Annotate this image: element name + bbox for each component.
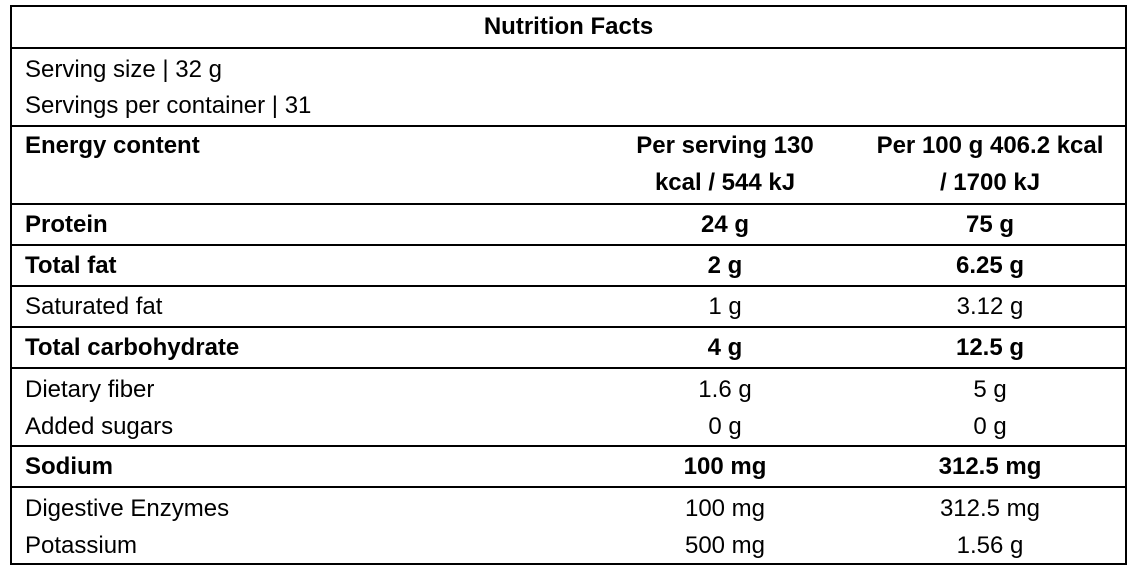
nutrient-label: Added sugars [25,412,174,440]
per-serving: 100 mg [683,452,767,480]
row-section: Total carbohydrate 4 g 12.5 g [12,326,1125,367]
per-serving: 1.6 g [698,375,752,403]
title-row: Nutrition Facts [12,7,1125,47]
row-section: Dietary fiber 1.6 g 5 g Added sugars 0 g 0 g [12,367,1125,445]
servings-per-container: Servings per container | 31 [25,92,312,119]
per-serving: 0 g [708,412,742,440]
per-serving: 100 mg [684,494,766,522]
row-section: Total fat 2 g 6.25 g [12,244,1125,285]
per-100g: 75 g [965,210,1015,238]
per-serving: 4 g [707,333,743,361]
nutrient-label: Dietary fiber [25,375,155,403]
table-title: Nutrition Facts [483,13,654,40]
per-100g: 1.56 g [956,531,1024,559]
per-100g: 312.5 mg [939,494,1041,522]
per-100g: 5 g [973,375,1007,403]
row-section: Digestive Enzymes 100 mg 312.5 mg Potassiu… [12,486,1125,563]
per-serving: 500 mg [684,531,766,559]
header-row: Energy content Per serving 130 kcal / 54… [12,125,1125,203]
nutrient-label: Total fat [25,251,117,279]
nutrient-label: Protein [25,210,108,238]
nutrient-label: Potassium [25,531,138,559]
nutrient-label: Saturated fat [25,292,163,320]
serving-section: Serving size | 32 g Servings per contain… [12,47,1125,125]
header-label: Energy content [25,132,200,159]
serving-size: Serving size | 32 g [25,56,223,83]
per-100g: 0 g [973,412,1007,440]
nutrient-label: Digestive Enzymes [25,494,230,522]
per-100g: 12.5 g [955,333,1025,361]
header-per-serving: Per serving 130 kcal / 544 kJ [636,132,814,196]
nutrient-label: Sodium [25,452,113,480]
header-per-100g: Per 100 g 406.2 kcal / 1700 kJ [876,132,1104,196]
row-section: Sodium 100 mg 312.5 mg [12,445,1125,486]
nutrient-label: Total carbohydrate [25,333,240,361]
per-serving: 1 g [708,292,742,320]
per-100g: 3.12 g [956,292,1024,320]
per-serving: 2 g [707,251,743,279]
row-section: Saturated fat 1 g 3.12 g [12,285,1125,326]
nutrition-table: Nutrition Facts Serving size | 32 g Serv… [10,5,1127,565]
row-section: Protein 24 g 75 g [12,203,1125,244]
per-serving: 24 g [700,210,750,238]
per-100g: 6.25 g [955,251,1025,279]
per-100g: 312.5 mg [938,452,1042,480]
